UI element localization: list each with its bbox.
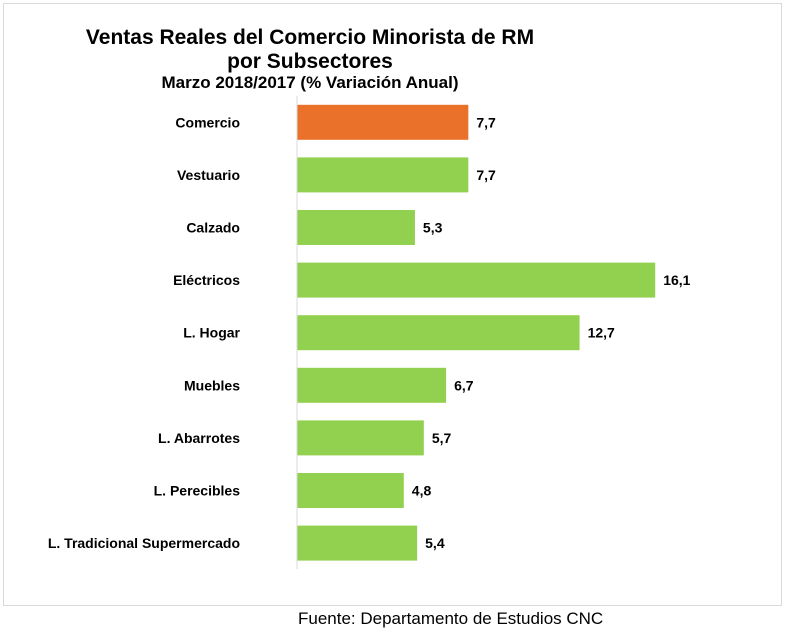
bar-7 xyxy=(297,473,404,508)
chart-title: Ventas Reales del Comercio Minorista de … xyxy=(85,26,535,49)
chart-subtitle: Marzo 2018/2017 (% Variación Anual) xyxy=(161,73,459,92)
labels-group: Comercio 7,7 Vestuario 7,7 Calzado 5,3 Eléctri… xyxy=(48,114,691,551)
category-label: Eléctricos xyxy=(173,272,240,288)
value-label: 16,1 xyxy=(663,272,690,288)
category-label: Vestuario xyxy=(177,167,240,183)
category-label: L. Perecibles xyxy=(154,483,241,499)
chart-frame xyxy=(3,3,782,606)
bar-2 xyxy=(297,210,415,245)
bar-3 xyxy=(297,262,656,298)
bar-4 xyxy=(297,315,580,351)
chart-title-line2: por Subsectores xyxy=(227,50,393,73)
category-label: L. Abarrotes xyxy=(158,430,240,446)
bar-8 xyxy=(297,525,418,561)
value-label: 7,7 xyxy=(476,167,496,183)
bars-group xyxy=(297,104,656,561)
category-label: Calzado xyxy=(186,220,240,236)
bar-1 xyxy=(297,157,469,193)
bar-6 xyxy=(297,420,424,456)
value-label: 6,7 xyxy=(454,377,474,393)
value-label: 5,7 xyxy=(432,430,452,446)
value-label: 5,4 xyxy=(425,535,445,551)
category-label: L. Tradicional Supermercado xyxy=(48,535,240,551)
value-label: 4,8 xyxy=(412,483,432,499)
category-label: L. Hogar xyxy=(183,325,240,341)
value-label: 5,3 xyxy=(423,220,443,236)
value-label: 7,7 xyxy=(476,114,496,130)
value-label: 12,7 xyxy=(588,325,615,341)
bar-0 xyxy=(297,104,469,140)
category-label: Comercio xyxy=(175,114,240,130)
category-label: Muebles xyxy=(184,377,240,393)
bar-5 xyxy=(297,367,447,403)
source-note: Fuente: Departamento de Estudios CNC xyxy=(298,609,604,628)
